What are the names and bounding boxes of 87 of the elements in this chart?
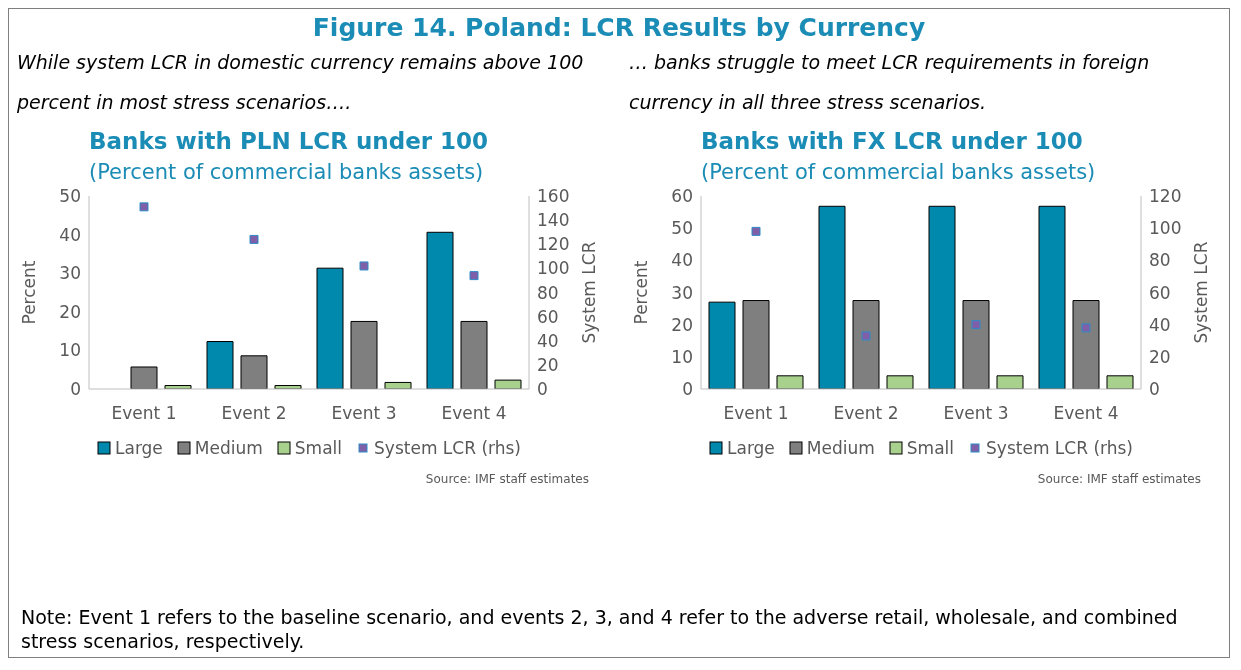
bar — [1038, 205, 1066, 389]
y2-tick-label: 40 — [537, 330, 559, 351]
legend-label: Large — [114, 438, 163, 458]
point — [469, 271, 479, 281]
y-axis-title: Percent — [19, 260, 40, 325]
bar — [886, 375, 914, 389]
y-tick-label: 50 — [671, 218, 693, 239]
bar — [962, 300, 990, 389]
y2-tick-label: 60 — [1149, 282, 1171, 303]
point — [971, 320, 981, 330]
y2-tick-label: 100 — [1149, 218, 1182, 239]
x-tick-label: Event 1 — [723, 403, 789, 424]
bar — [928, 205, 956, 389]
bar — [240, 355, 268, 389]
legend-label: Small — [293, 438, 343, 458]
y-tick-label: 40 — [59, 224, 81, 245]
y-tick-label: 30 — [671, 282, 693, 303]
chart-subtitle: (Percent of commercial banks assets) — [701, 160, 1097, 184]
y2-tick-label: 100 — [537, 258, 570, 279]
legend-label: System LCR (rhs) — [985, 438, 1133, 458]
text: While system LCR in domestic currency remains above 100 percent in most stress scenarios…. — [16, 50, 585, 115]
x-tick-label: Event 4 — [441, 403, 507, 424]
y2-tick-label: 0 — [537, 379, 548, 400]
bar — [460, 320, 488, 389]
x-tick-label: Event 2 — [221, 403, 287, 424]
point — [139, 202, 149, 212]
legend-label: Medium — [805, 438, 875, 458]
y-tick-label: 10 — [59, 340, 81, 361]
bar — [206, 341, 234, 389]
y2-tick-label: 20 — [537, 354, 559, 375]
y-axis-title: Percent — [631, 260, 652, 325]
y2-tick-label: 120 — [1149, 186, 1182, 207]
y-tick-label: 0 — [682, 379, 693, 400]
y-tick-label: 40 — [671, 250, 693, 271]
bar — [818, 205, 846, 389]
source-note: Source: IMF staff estimates — [1036, 472, 1202, 486]
text: Figure 14. Poland: LCR Results by Currency — [311, 13, 927, 42]
legend-label: Small — [905, 438, 955, 458]
y-tick-label: 20 — [59, 301, 81, 322]
y2-tick-label: 80 — [537, 282, 559, 303]
bar — [350, 320, 378, 389]
y2-axis-title: System LCR — [1191, 241, 1212, 344]
y2-tick-label: 80 — [1149, 250, 1171, 271]
bar — [776, 375, 804, 389]
point — [359, 261, 369, 271]
y2-tick-label: 0 — [1149, 379, 1160, 400]
y-tick-label: 60 — [671, 186, 693, 207]
legend-label: System LCR (rhs) — [373, 438, 521, 458]
legend-label: Medium — [193, 438, 263, 458]
source-note: Source: IMF staff estimates — [424, 472, 590, 486]
point — [861, 331, 871, 341]
text: Note: Event 1 refers to the baseline scenario, and events 2, 3, and 4 refer to the adverse retail, wholesale, and combined stress scenarios, respectively. — [21, 605, 1179, 653]
text: … banks struggle to meet LCR requirements in foreign currency in all three stress scenarios. — [628, 50, 1151, 115]
y2-tick-label: 160 — [537, 186, 570, 207]
x-tick-label: Event 3 — [943, 403, 1009, 424]
y2-tick-label: 20 — [1149, 346, 1171, 367]
chart-title: Banks with FX LCR under 100 — [701, 128, 1084, 154]
bar — [316, 267, 344, 389]
legend-label: Large — [726, 438, 775, 458]
x-tick-label: Event 2 — [833, 403, 899, 424]
bar — [852, 300, 880, 389]
bar — [996, 375, 1024, 389]
bar — [426, 231, 454, 389]
chart-subtitle: (Percent of commercial banks assets) — [89, 160, 485, 184]
bar — [130, 366, 158, 389]
point — [751, 226, 761, 236]
y-tick-label: 20 — [671, 314, 693, 335]
point — [1081, 323, 1091, 333]
x-tick-label: Event 1 — [111, 403, 177, 424]
y-tick-label: 0 — [70, 379, 81, 400]
bar — [1106, 375, 1134, 389]
y-tick-label: 50 — [59, 186, 81, 207]
point — [249, 234, 259, 244]
y2-tick-label: 140 — [537, 210, 570, 231]
bar — [494, 379, 522, 389]
x-tick-label: Event 4 — [1053, 403, 1119, 424]
x-tick-label: Event 3 — [331, 403, 397, 424]
y2-tick-label: 60 — [537, 306, 559, 327]
chart-title: Banks with PLN LCR under 100 — [89, 128, 490, 154]
bar — [708, 301, 736, 389]
y2-tick-label: 120 — [537, 234, 570, 255]
y-tick-label: 10 — [671, 346, 693, 367]
bar — [742, 300, 770, 389]
y2-axis-title: System LCR — [579, 241, 600, 344]
y2-tick-label: 40 — [1149, 314, 1171, 335]
y-tick-label: 30 — [59, 263, 81, 284]
bar — [1072, 300, 1100, 389]
